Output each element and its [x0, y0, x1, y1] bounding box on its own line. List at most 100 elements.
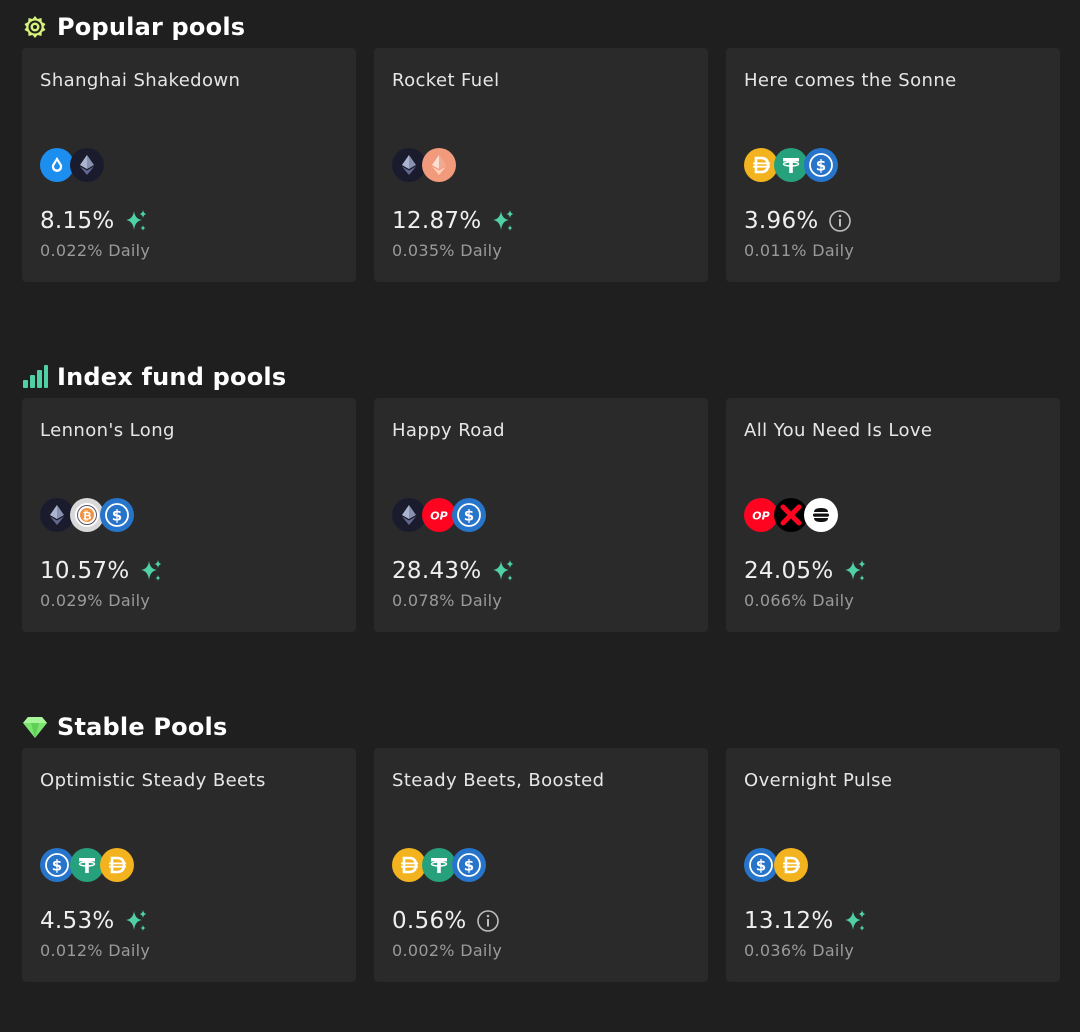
token-list	[392, 148, 456, 182]
eth-token-icon	[40, 498, 74, 532]
section-popular-pools: Popular pools Shanghai Shakedown 8.15%	[22, 12, 1062, 282]
token-list	[40, 148, 104, 182]
usdc-token-icon: $	[744, 848, 778, 882]
daily-rate: 0.012% Daily	[40, 941, 151, 960]
dai-token-icon	[100, 848, 134, 882]
usdt-token-icon	[70, 848, 104, 882]
steth-token-icon	[40, 148, 74, 182]
token-list: OP $	[392, 498, 486, 532]
svg-text:$: $	[756, 857, 766, 875]
eth-token-icon	[392, 148, 426, 182]
pool-name: Happy Road	[392, 420, 505, 441]
eth-token-icon	[392, 498, 426, 532]
apr-value: 12.87%	[392, 208, 482, 234]
apr-row: 13.12%	[744, 908, 868, 934]
sparkle-icon[interactable]	[490, 558, 516, 584]
daily-rate: 0.011% Daily	[744, 241, 855, 260]
pool-card-optimistic-steady-beets[interactable]: Optimistic Steady Beets $ 4.53%	[22, 748, 356, 982]
pool-name: Here comes the Sonne	[744, 70, 957, 91]
daily-rate: 0.035% Daily	[392, 241, 503, 260]
info-icon[interactable]	[475, 908, 501, 934]
apr-value: 24.05%	[744, 558, 834, 584]
daily-rate: 0.029% Daily	[40, 591, 151, 610]
apr-row: 8.15%	[40, 208, 149, 234]
section-title: Popular pools	[57, 13, 246, 41]
apr-row: 10.57%	[40, 558, 164, 584]
usdc-token-icon: $	[40, 848, 74, 882]
token-list: $	[744, 148, 838, 182]
pool-name: Rocket Fuel	[392, 70, 500, 91]
svg-text:₿: ₿	[83, 510, 92, 523]
section-header: Popular pools	[22, 12, 1062, 42]
apr-row: 4.53%	[40, 908, 149, 934]
token-list: $	[40, 848, 134, 882]
sparkle-icon[interactable]	[842, 558, 868, 584]
section-header: Stable Pools	[22, 712, 1062, 742]
op-token-icon: OP	[744, 498, 778, 532]
op-token-label: OP	[430, 510, 447, 523]
daily-rate: 0.002% Daily	[392, 941, 503, 960]
op-token-icon: OP	[422, 498, 456, 532]
apr-row: 0.56%	[392, 908, 501, 934]
section-title: Stable Pools	[57, 713, 228, 741]
pool-name: Steady Beets, Boosted	[392, 770, 605, 791]
section-title: Index fund pools	[57, 363, 287, 391]
pool-card-here-comes-the-sonne[interactable]: Here comes the Sonne $ 3.96%	[726, 48, 1060, 282]
usdc-token-icon: $	[452, 848, 486, 882]
gear-badge-icon	[22, 14, 48, 40]
svg-text:$: $	[464, 857, 474, 875]
pool-card-shanghai-shakedown[interactable]: Shanghai Shakedown 8.15% 0.022% Daily	[22, 48, 356, 282]
pool-card-all-you-need-is-love[interactable]: All You Need Is Love OP 24.05%	[726, 398, 1060, 632]
dai-token-icon	[392, 848, 426, 882]
sparkle-icon[interactable]	[138, 558, 164, 584]
usdt-token-icon	[774, 148, 808, 182]
apr-value: 3.96%	[744, 208, 819, 234]
usdt-token-icon	[422, 848, 456, 882]
daily-rate: 0.022% Daily	[40, 241, 151, 260]
pool-name: Shanghai Shakedown	[40, 70, 241, 91]
usdc-token-icon: $	[452, 498, 486, 532]
pool-card-rocket-fuel[interactable]: Rocket Fuel 12.87% 0.035% Daily	[374, 48, 708, 282]
daily-rate: 0.036% Daily	[744, 941, 855, 960]
op-token-label: OP	[752, 510, 769, 523]
section-stable-pools: Stable Pools Optimistic Steady Beets $	[22, 712, 1062, 982]
token-list: ₿ $	[40, 498, 134, 532]
pool-name: All You Need Is Love	[744, 420, 933, 441]
pool-card-happy-road[interactable]: Happy Road OP $ 28.43%	[374, 398, 708, 632]
gem-icon	[22, 714, 48, 740]
dai-token-icon	[774, 848, 808, 882]
pool-cards: Shanghai Shakedown 8.15% 0.022% Daily	[22, 48, 1060, 282]
apr-row: 12.87%	[392, 208, 516, 234]
section-header: Index fund pools	[22, 362, 1062, 392]
pool-card-lennons-long[interactable]: Lennon's Long ₿ $ 10.57%	[22, 398, 356, 632]
info-icon[interactable]	[827, 208, 853, 234]
apr-row: 3.96%	[744, 208, 853, 234]
token-list: $	[744, 848, 808, 882]
reth-token-icon	[422, 148, 456, 182]
sparkle-icon[interactable]	[842, 908, 868, 934]
usdc-token-icon: $	[100, 498, 134, 532]
pool-name: Optimistic Steady Beets	[40, 770, 266, 791]
pool-card-steady-beets-boosted[interactable]: Steady Beets, Boosted $ 0.56%	[374, 748, 708, 982]
pool-cards: Optimistic Steady Beets $ 4.53%	[22, 748, 1060, 982]
sparkle-icon[interactable]	[123, 908, 149, 934]
daily-rate: 0.078% Daily	[392, 591, 503, 610]
svg-text:$: $	[52, 857, 62, 875]
sparkle-icon[interactable]	[123, 208, 149, 234]
sparkle-icon[interactable]	[490, 208, 516, 234]
dai-token-icon	[744, 148, 778, 182]
wbtc-token-icon: ₿	[70, 498, 104, 532]
token-list: $	[392, 848, 486, 882]
apr-value: 4.53%	[40, 908, 115, 934]
stack-token-icon	[804, 498, 838, 532]
apr-value: 10.57%	[40, 558, 130, 584]
apr-row: 28.43%	[392, 558, 516, 584]
apr-value: 28.43%	[392, 558, 482, 584]
usdc-token-icon: $	[804, 148, 838, 182]
eth-token-icon	[70, 148, 104, 182]
pool-name: Lennon's Long	[40, 420, 175, 441]
pool-name: Overnight Pulse	[744, 770, 893, 791]
daily-rate: 0.066% Daily	[744, 591, 855, 610]
pool-card-overnight-pulse[interactable]: Overnight Pulse $ 13.12% 0.036% Daily	[726, 748, 1060, 982]
